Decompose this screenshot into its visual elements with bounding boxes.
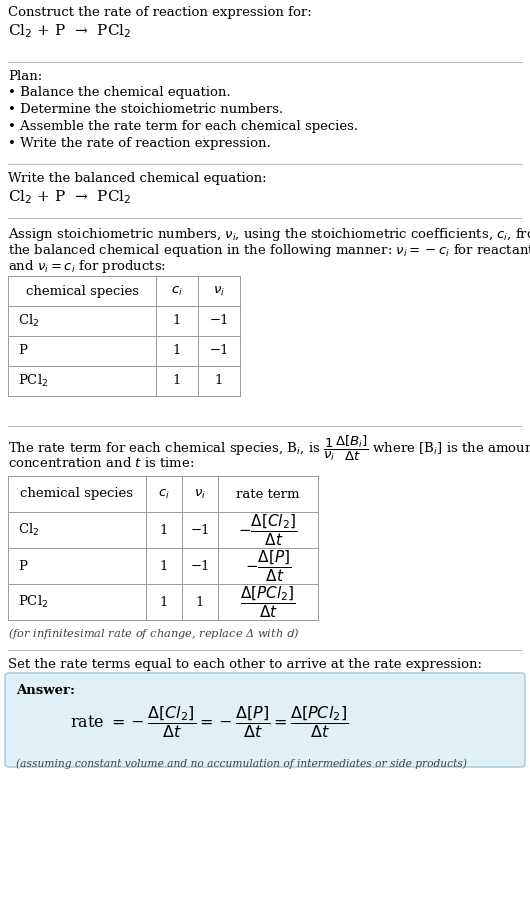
- Text: $-\dfrac{\Delta[Cl_2]}{\Delta t}$: $-\dfrac{\Delta[Cl_2]}{\Delta t}$: [238, 512, 298, 548]
- Text: The rate term for each chemical species, B$_i$, is $\dfrac{1}{\nu_i}\dfrac{\Delt: The rate term for each chemical species,…: [8, 434, 530, 463]
- Text: −1: −1: [190, 524, 210, 537]
- Text: 1: 1: [160, 524, 168, 537]
- Text: $\nu_i$: $\nu_i$: [194, 488, 206, 500]
- Text: concentration and $t$ is time:: concentration and $t$ is time:: [8, 456, 195, 470]
- Text: 1: 1: [160, 596, 168, 608]
- Text: 1: 1: [173, 374, 181, 388]
- Text: P: P: [18, 559, 27, 573]
- Text: $\nu_i$: $\nu_i$: [213, 284, 225, 298]
- Text: PCl$_2$: PCl$_2$: [18, 594, 48, 610]
- Text: the balanced chemical equation in the following manner: $\nu_i = -c_i$ for react: the balanced chemical equation in the fo…: [8, 242, 530, 259]
- Text: rate term: rate term: [236, 488, 300, 500]
- Text: • Determine the stoichiometric numbers.: • Determine the stoichiometric numbers.: [8, 103, 283, 116]
- Text: $c_i$: $c_i$: [171, 284, 183, 298]
- Text: • Write the rate of reaction expression.: • Write the rate of reaction expression.: [8, 137, 271, 150]
- Text: $-\dfrac{\Delta[P]}{\Delta t}$: $-\dfrac{\Delta[P]}{\Delta t}$: [245, 548, 291, 584]
- Text: Cl$_2$: Cl$_2$: [18, 313, 39, 329]
- Text: Assign stoichiometric numbers, $\nu_i$, using the stoichiometric coefficients, $: Assign stoichiometric numbers, $\nu_i$, …: [8, 226, 530, 243]
- Text: (assuming constant volume and no accumulation of intermediates or side products): (assuming constant volume and no accumul…: [16, 758, 467, 768]
- Text: P: P: [18, 344, 27, 358]
- Text: 1: 1: [173, 344, 181, 358]
- Text: 1: 1: [160, 559, 168, 573]
- Text: Construct the rate of reaction expression for:: Construct the rate of reaction expressio…: [8, 6, 312, 19]
- Text: Cl$_2$ + P  →  PCl$_2$: Cl$_2$ + P → PCl$_2$: [8, 188, 131, 206]
- Text: rate $= -\dfrac{\Delta[Cl_2]}{\Delta t} = -\dfrac{\Delta[P]}{\Delta t} = \dfrac{: rate $= -\dfrac{\Delta[Cl_2]}{\Delta t} …: [70, 704, 348, 740]
- Text: $c_i$: $c_i$: [158, 488, 170, 500]
- Text: 1: 1: [215, 374, 223, 388]
- Text: Plan:: Plan:: [8, 70, 42, 83]
- Text: (for infinitesimal rate of change, replace Δ with $d$): (for infinitesimal rate of change, repla…: [8, 626, 299, 641]
- Text: PCl$_2$: PCl$_2$: [18, 373, 48, 389]
- Text: chemical species: chemical species: [25, 284, 138, 298]
- Text: Cl$_2$ + P  →  PCl$_2$: Cl$_2$ + P → PCl$_2$: [8, 22, 131, 40]
- Text: $\dfrac{\Delta[PCl_2]}{\Delta t}$: $\dfrac{\Delta[PCl_2]}{\Delta t}$: [240, 584, 296, 620]
- Text: −1: −1: [190, 559, 210, 573]
- Text: −1: −1: [209, 344, 229, 358]
- Text: • Assemble the rate term for each chemical species.: • Assemble the rate term for each chemic…: [8, 120, 358, 133]
- Text: 1: 1: [173, 314, 181, 328]
- Text: Set the rate terms equal to each other to arrive at the rate expression:: Set the rate terms equal to each other t…: [8, 658, 482, 671]
- Text: Answer:: Answer:: [16, 684, 75, 697]
- Text: 1: 1: [196, 596, 204, 608]
- Text: −1: −1: [209, 314, 229, 328]
- Text: chemical species: chemical species: [21, 488, 134, 500]
- Text: • Balance the chemical equation.: • Balance the chemical equation.: [8, 86, 231, 99]
- FancyBboxPatch shape: [5, 673, 525, 767]
- Text: and $\nu_i = c_i$ for products:: and $\nu_i = c_i$ for products:: [8, 258, 166, 275]
- Text: Cl$_2$: Cl$_2$: [18, 522, 39, 538]
- Text: Write the balanced chemical equation:: Write the balanced chemical equation:: [8, 172, 267, 185]
